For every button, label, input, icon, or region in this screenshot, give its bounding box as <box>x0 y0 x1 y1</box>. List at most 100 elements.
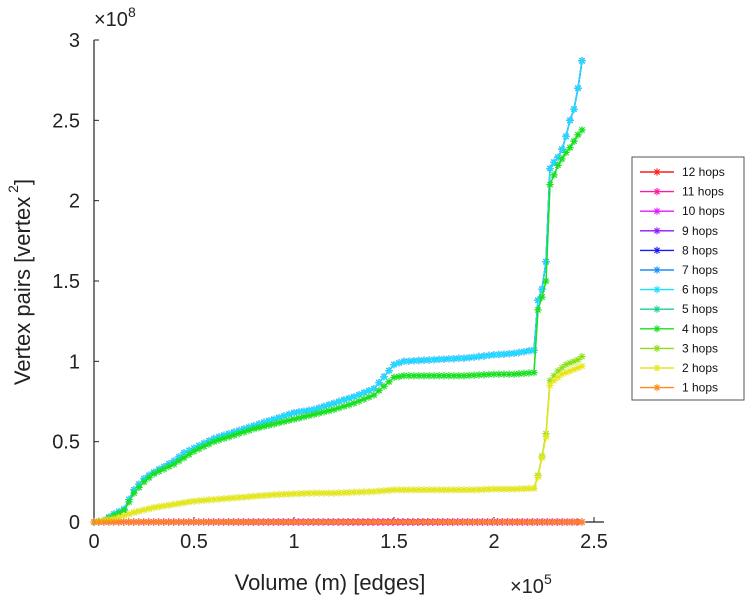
x-tick-label: 1 <box>288 531 299 553</box>
data-point <box>490 485 498 493</box>
data-point <box>460 518 468 526</box>
x-ticks: 0 0.5 1 1.5 2 2.5 <box>88 517 608 553</box>
data-point <box>465 371 473 380</box>
data-point <box>285 416 293 424</box>
data-point <box>400 486 408 494</box>
data-point <box>140 518 148 526</box>
data-point <box>435 372 443 380</box>
data-point <box>225 494 233 502</box>
data-point <box>505 485 513 493</box>
data-point <box>400 518 408 526</box>
data-point <box>235 493 243 502</box>
x-tick-label: 2 <box>488 531 499 553</box>
data-point <box>380 382 388 390</box>
data-point <box>546 181 554 189</box>
data-point <box>530 346 538 354</box>
data-point <box>340 489 348 497</box>
legend-marker <box>653 207 661 215</box>
data-point <box>310 489 318 497</box>
data-point <box>445 518 453 526</box>
data-point <box>210 438 218 446</box>
data-point <box>200 442 208 451</box>
data-point <box>440 355 448 363</box>
data-point <box>530 484 538 492</box>
data-point <box>534 306 542 314</box>
legend-label: 1 hops <box>682 381 718 395</box>
data-point <box>340 396 348 404</box>
data-point <box>415 518 423 526</box>
legend-label: 10 hops <box>682 204 725 218</box>
data-point <box>435 355 443 364</box>
legend-box <box>631 156 745 401</box>
data-point <box>295 414 303 422</box>
data-point <box>310 410 318 418</box>
data-point <box>560 518 568 526</box>
data-point <box>520 485 528 493</box>
data-point <box>440 372 448 380</box>
data-point <box>525 347 533 355</box>
data-point <box>405 518 413 526</box>
data-point <box>440 486 448 494</box>
data-point <box>170 460 178 468</box>
legend-label: 9 hops <box>682 224 718 238</box>
data-point <box>558 370 566 378</box>
data-point <box>440 518 448 526</box>
data-point <box>115 509 123 517</box>
data-point <box>185 498 193 506</box>
data-point <box>480 518 488 526</box>
data-point <box>205 440 213 448</box>
y-axis-label-exponent: 2 <box>5 185 21 193</box>
data-point <box>525 484 533 493</box>
data-point <box>315 518 323 526</box>
data-point <box>205 518 213 526</box>
data-point <box>565 518 573 526</box>
data-point <box>215 436 223 444</box>
data-point <box>120 518 128 526</box>
data-point <box>220 495 228 503</box>
data-point <box>120 507 128 515</box>
data-point <box>325 401 333 409</box>
legend-marker <box>653 188 661 196</box>
data-point <box>120 511 128 520</box>
data-point <box>554 161 562 169</box>
data-point <box>578 57 586 65</box>
data-point <box>370 391 378 399</box>
data-point <box>455 354 463 362</box>
data-point <box>90 518 98 526</box>
data-point <box>566 116 574 124</box>
y-axis-label: Vertex pairs [vertex2] <box>5 179 35 385</box>
data-point <box>425 356 433 364</box>
data-point <box>150 518 158 526</box>
data-point <box>115 513 123 521</box>
x-tick-label: 0.5 <box>180 531 208 553</box>
data-point <box>240 493 248 501</box>
data-point <box>485 370 493 379</box>
data-point <box>530 518 538 526</box>
data-point <box>245 518 253 526</box>
data-point <box>355 488 363 496</box>
data-point <box>535 518 543 526</box>
data-point <box>390 360 398 369</box>
data-point <box>510 349 518 357</box>
x-tick-label: 2.5 <box>580 531 608 553</box>
data-point <box>280 412 288 420</box>
data-point <box>295 408 303 416</box>
data-point <box>495 370 503 378</box>
y-tick-label: 1.5 <box>52 271 80 293</box>
data-point <box>210 518 218 526</box>
data-point <box>175 453 183 461</box>
data-point <box>450 372 458 380</box>
data-point <box>360 395 368 403</box>
data-point <box>370 385 378 393</box>
data-point <box>145 474 153 482</box>
data-point <box>185 446 193 455</box>
data-point <box>275 419 283 427</box>
data-point <box>470 518 478 526</box>
data-point <box>495 350 503 359</box>
legend-label: 3 hops <box>682 341 718 355</box>
series-1-hops <box>90 518 586 526</box>
data-point <box>405 486 413 494</box>
data-point <box>370 518 378 526</box>
data-point <box>578 518 586 526</box>
